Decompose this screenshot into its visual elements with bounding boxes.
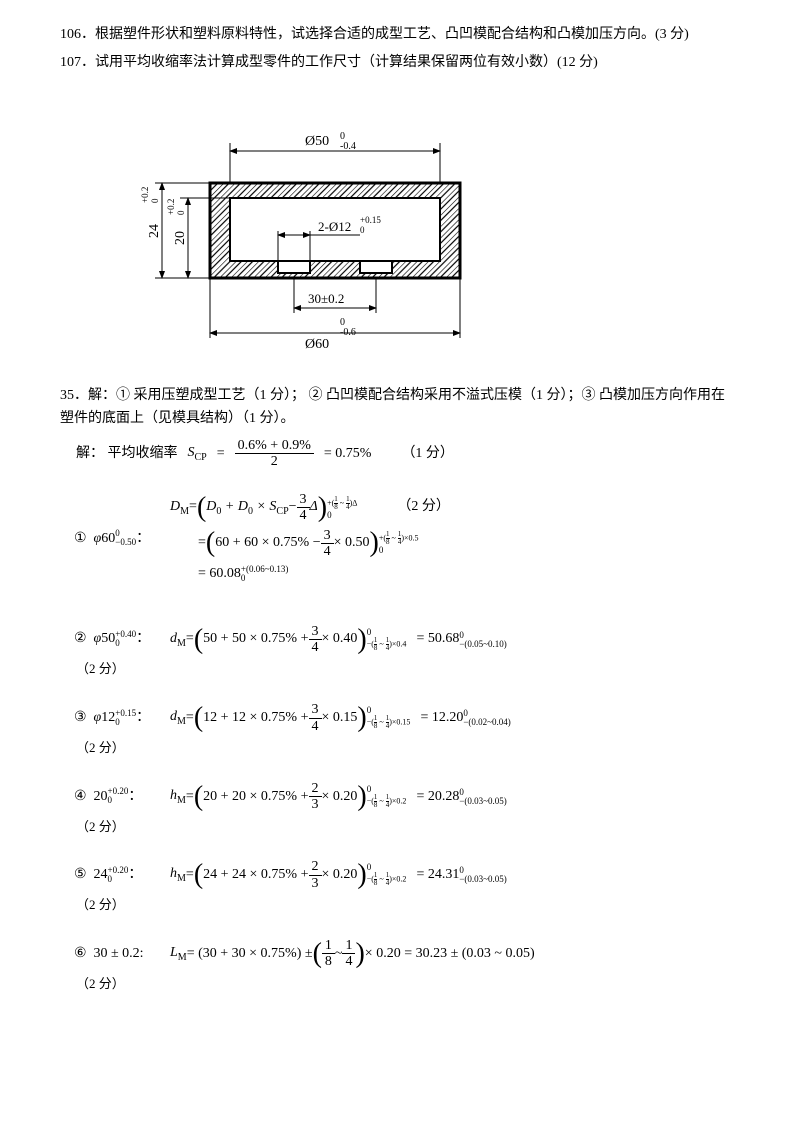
shrinkage-formula: 解： 平均收缩率 SCP = 0.6% + 0.9%2 = 0.75% （1 分…: [76, 438, 733, 470]
svg-text:20: 20: [173, 231, 188, 245]
question-107: 107．试用平均收缩率法计算成型零件的工作尺寸（计算结果保留两位有效小数）(12…: [60, 52, 733, 74]
svg-text:-0.4: -0.4: [340, 141, 356, 152]
svg-text:2-Ø12: 2-Ø12: [318, 219, 351, 234]
question-106: 106．根据塑件形状和塑料原料特性，试选择合适的成型工艺、凸凹模配合结构和凸模加…: [60, 24, 733, 46]
svg-text:+0.2: +0.2: [140, 186, 150, 202]
case-1: ① φ600−0.50： DM = ( D0 + D0 × SCP − 34 Δ…: [60, 488, 733, 590]
case-4: ④ 20+0.200： hM = (20 + 20 × 0.75% + 23 ×…: [60, 777, 733, 817]
case-6: ⑥ 30 ± 0.2: LM = (30 + 30 × 0.75%) ± ( 1…: [60, 934, 733, 974]
svg-text:30±0.2: 30±0.2: [308, 291, 344, 306]
answer-block: 35．解：① 采用压塑成型工艺（1 分）； ② 凸凹模配合结构采用不溢式压模（1…: [60, 385, 733, 994]
case-2: ② φ50+0.400： dM = (50 + 50 × 0.75% + 34 …: [60, 620, 733, 660]
svg-text:-0.6: -0.6: [340, 327, 356, 338]
svg-text:+0.15: +0.15: [360, 215, 381, 225]
technical-drawing: Ø50 0 -0.4 24 +0.2 0 20 +0.2 0 2-Ø12 +0.…: [100, 103, 733, 371]
svg-text:0: 0: [176, 210, 186, 215]
case-5: ⑤ 24+0.200： hM = (24 + 24 × 0.75% + 23 ×…: [60, 855, 733, 895]
svg-text:0: 0: [150, 198, 160, 203]
shrinkage-label: 解： 平均收缩率: [76, 443, 178, 465]
answer-line-35: 35．解：① 采用压塑成型工艺（1 分）； ② 凸凹模配合结构采用不溢式压模（1…: [60, 385, 733, 430]
case-3: ③ φ12+0.150： dM = (12 + 12 × 0.75% + 34 …: [60, 698, 733, 738]
svg-text:+0.2: +0.2: [166, 198, 176, 214]
points-label: （1 分）: [401, 443, 454, 465]
svg-text:24: 24: [147, 224, 162, 238]
dim-d50: Ø50: [305, 134, 329, 149]
svg-text:Ø60: Ø60: [305, 337, 329, 352]
svg-text:0: 0: [360, 225, 365, 235]
